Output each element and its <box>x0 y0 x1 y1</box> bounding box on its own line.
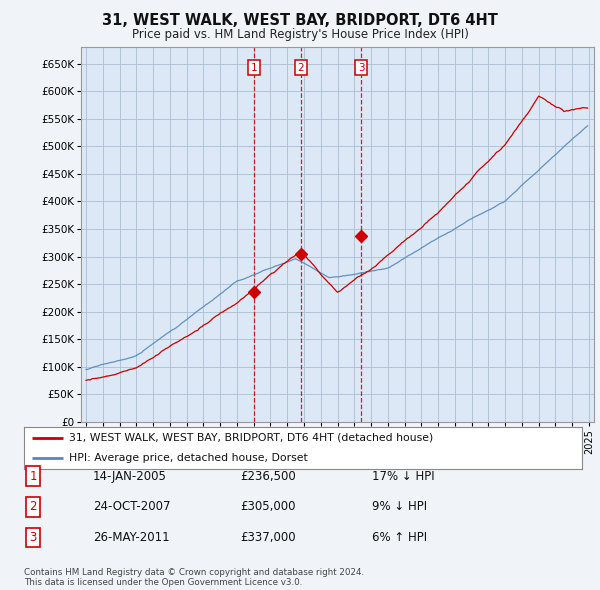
Text: 2: 2 <box>298 63 304 73</box>
Text: This data is licensed under the Open Government Licence v3.0.: This data is licensed under the Open Gov… <box>24 578 302 587</box>
Text: 17% ↓ HPI: 17% ↓ HPI <box>372 470 434 483</box>
Text: £337,000: £337,000 <box>240 531 296 544</box>
Text: 31, WEST WALK, WEST BAY, BRIDPORT, DT6 4HT: 31, WEST WALK, WEST BAY, BRIDPORT, DT6 4… <box>102 13 498 28</box>
Text: Contains HM Land Registry data © Crown copyright and database right 2024.: Contains HM Land Registry data © Crown c… <box>24 568 364 577</box>
Text: 24-OCT-2007: 24-OCT-2007 <box>93 500 170 513</box>
Text: 1: 1 <box>29 470 37 483</box>
Text: 3: 3 <box>29 531 37 544</box>
Text: 14-JAN-2005: 14-JAN-2005 <box>93 470 167 483</box>
Text: 9% ↓ HPI: 9% ↓ HPI <box>372 500 427 513</box>
Text: 6% ↑ HPI: 6% ↑ HPI <box>372 531 427 544</box>
Text: HPI: Average price, detached house, Dorset: HPI: Average price, detached house, Dors… <box>68 453 307 463</box>
Text: Price paid vs. HM Land Registry's House Price Index (HPI): Price paid vs. HM Land Registry's House … <box>131 28 469 41</box>
Text: 26-MAY-2011: 26-MAY-2011 <box>93 531 170 544</box>
Text: 3: 3 <box>358 63 364 73</box>
Text: 1: 1 <box>251 63 257 73</box>
Text: 2: 2 <box>29 500 37 513</box>
Text: £236,500: £236,500 <box>240 470 296 483</box>
Text: 31, WEST WALK, WEST BAY, BRIDPORT, DT6 4HT (detached house): 31, WEST WALK, WEST BAY, BRIDPORT, DT6 4… <box>68 432 433 442</box>
Text: £305,000: £305,000 <box>240 500 296 513</box>
